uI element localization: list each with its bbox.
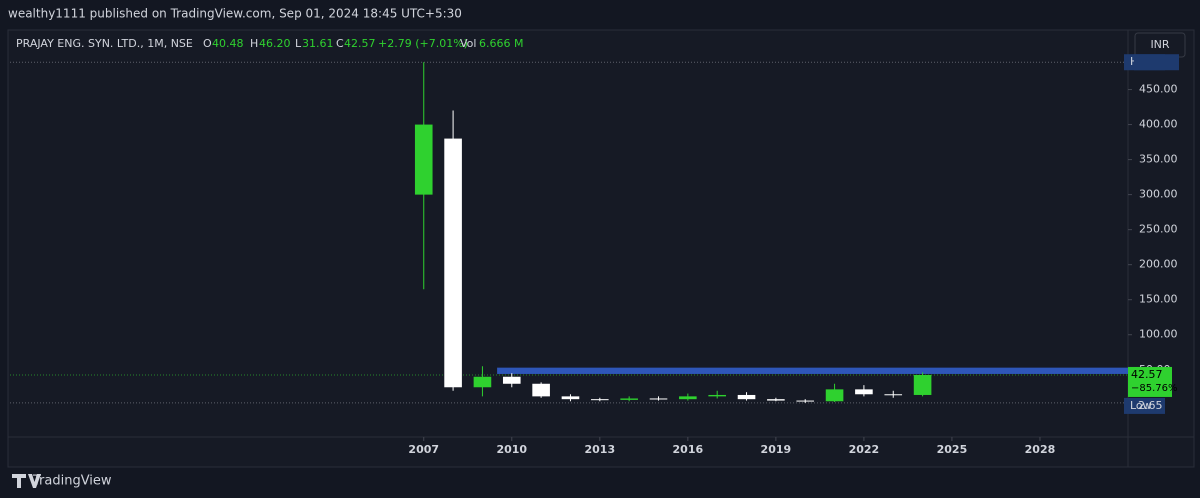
last-tag-bg (1128, 366, 1172, 397)
candle-body (855, 389, 873, 395)
x-tick-label: 2028 (1025, 443, 1056, 456)
low-tag-bg (1124, 397, 1165, 414)
y-tick-label: 200.00 (1139, 258, 1178, 271)
x-tick-label: 2007 (408, 443, 439, 456)
x-tick-label: 2025 (937, 443, 968, 456)
o-val: 40.48 (212, 37, 244, 50)
published-line: wealthy1111 published on TradingView.com… (8, 7, 462, 21)
y-tick-label: 300.00 (1139, 188, 1178, 201)
legend: PRAJAY ENG. SYN. LTD., 1M, NSE O 40.48 H… (16, 37, 523, 50)
y-tick-label: 100.00 (1139, 328, 1178, 341)
logo (12, 474, 41, 488)
brand: TradingView (32, 474, 112, 489)
candle-body (884, 394, 903, 396)
candle-body (414, 124, 433, 195)
y-tick-label: 350.00 (1139, 153, 1178, 166)
candle-body (620, 398, 638, 400)
candle-body (591, 399, 609, 401)
low-tag: Low (1130, 399, 1152, 412)
candle-body (679, 396, 697, 400)
y-tick-label: 400.00 (1139, 118, 1178, 131)
candle-body (561, 396, 580, 400)
high-value-bg (1134, 54, 1179, 71)
last-change: −85.76% (1131, 383, 1178, 394)
last-price: 42.57 (1131, 368, 1163, 381)
x-tick-label: 2010 (496, 443, 527, 456)
h-val: 46.20 (259, 37, 291, 50)
low-value: 2.65 (1138, 399, 1163, 412)
h-key: H (250, 37, 258, 50)
chart-panel (7, 29, 1195, 468)
currency[interactable]: INR (1150, 38, 1169, 51)
c-val: 42.57 (344, 37, 376, 50)
l-key: L (295, 37, 302, 50)
candle-body (649, 398, 668, 400)
candle-body (708, 394, 726, 397)
candle-body (473, 376, 492, 388)
x-tick-label: 2019 (761, 443, 792, 456)
vol-key: Vol (460, 37, 476, 50)
symbol: PRAJAY ENG. SYN. LTD., 1M, NSE (16, 37, 193, 50)
y-tick-label: 250.00 (1139, 223, 1178, 236)
candle-body (502, 376, 521, 384)
l-val: 31.61 (302, 37, 334, 50)
y-tick-label: 150.00 (1139, 293, 1178, 306)
candle-body (767, 399, 785, 401)
zone (497, 367, 1128, 374)
change: +2.79 (+7.01%) (378, 37, 468, 50)
candle-body (532, 383, 550, 397)
candle-body (796, 400, 815, 402)
candle-body (444, 138, 462, 388)
c-key: C (336, 37, 344, 50)
x-tick-label: 2022 (849, 443, 880, 456)
candle-body (737, 394, 756, 400)
candle-body (825, 389, 844, 402)
vol-val: 6.666 M (479, 37, 523, 50)
x-tick-label: 2016 (673, 443, 704, 456)
o-key: O (203, 37, 212, 50)
x-tick-label: 2013 (584, 443, 615, 456)
y-tick-label: 450.00 (1139, 83, 1178, 96)
candle-body (913, 374, 932, 395)
